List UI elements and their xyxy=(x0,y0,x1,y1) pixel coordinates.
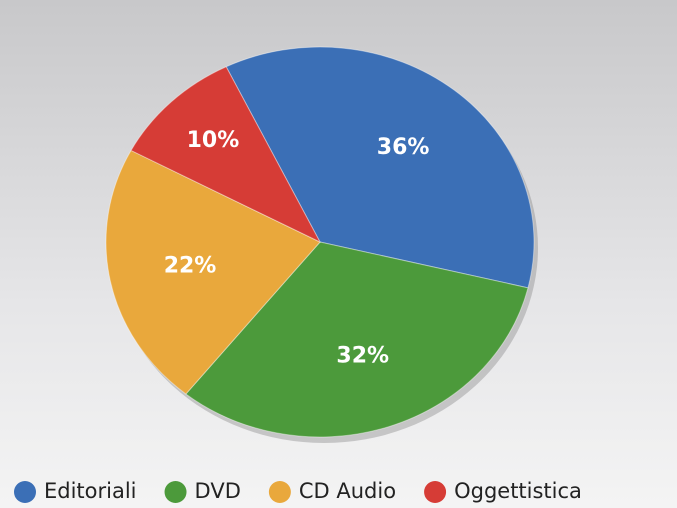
legend-marker xyxy=(268,481,291,503)
pie-slice xyxy=(130,66,322,244)
pie-slice xyxy=(105,149,321,395)
slice-label: 10% xyxy=(187,128,240,153)
pie-slice xyxy=(225,46,535,289)
legend-label: CD Audio xyxy=(299,479,396,503)
legend: Editoriali DVD CD Audio Oggettistica xyxy=(14,479,582,503)
pie: 36% 32% 22% 10% xyxy=(105,46,538,443)
slice-label: 22% xyxy=(164,253,217,278)
legend-marker xyxy=(164,481,187,503)
legend-label: Oggettistica xyxy=(454,479,582,503)
legend-marker xyxy=(424,481,447,503)
legend-marker xyxy=(14,481,36,503)
legend-label: DVD xyxy=(195,479,241,503)
slice-label: 36% xyxy=(377,135,430,160)
legend-label: Editoriali xyxy=(44,479,137,503)
slice-label: 32% xyxy=(336,343,389,368)
pie-slice xyxy=(185,241,529,438)
